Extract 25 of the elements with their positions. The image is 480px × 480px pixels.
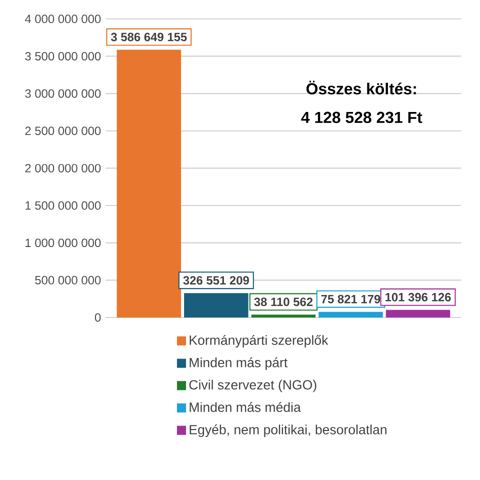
annotation: 4 128 528 231 Ft [301,112,422,124]
y-tick-label: 3 500 000 000 [25,52,101,60]
y-tick-label: 500 000 000 [35,276,101,284]
data-label: 3 586 649 155 [110,32,187,42]
y-tick-label: 1 500 000 000 [26,201,101,210]
bar [116,50,182,318]
data-label: 75 821 179 [321,294,380,304]
y-tick-label: 4 000 000 000 [24,14,101,24]
y-tick-label: 2 000 000 000 [25,164,101,172]
legend-label: Egyéb, nem politikai, besorolatlan [190,424,386,437]
bar [318,312,383,318]
bar [251,314,316,318]
legend-label: Kormánypárti szereplők [190,334,328,348]
y-tick-label: 2 500 000 000 [25,126,101,136]
legend-label: Civil szervezet (NGO) [189,380,316,392]
legend-label: Minden más párt [190,357,288,370]
legend-label: Minden más média [190,402,301,412]
bar [386,310,450,318]
annotation: Összes költés: [306,80,416,94]
y-tick-label: 1 000 000 000 [26,238,101,248]
y-tick-label: 0 [94,313,101,322]
y-tick-label: 3 000 000 000 [25,89,101,98]
data-label: 326 551 209 [183,276,249,285]
data-label: 38 110 562 [254,298,313,306]
data-label: 101 396 126 [386,292,451,302]
